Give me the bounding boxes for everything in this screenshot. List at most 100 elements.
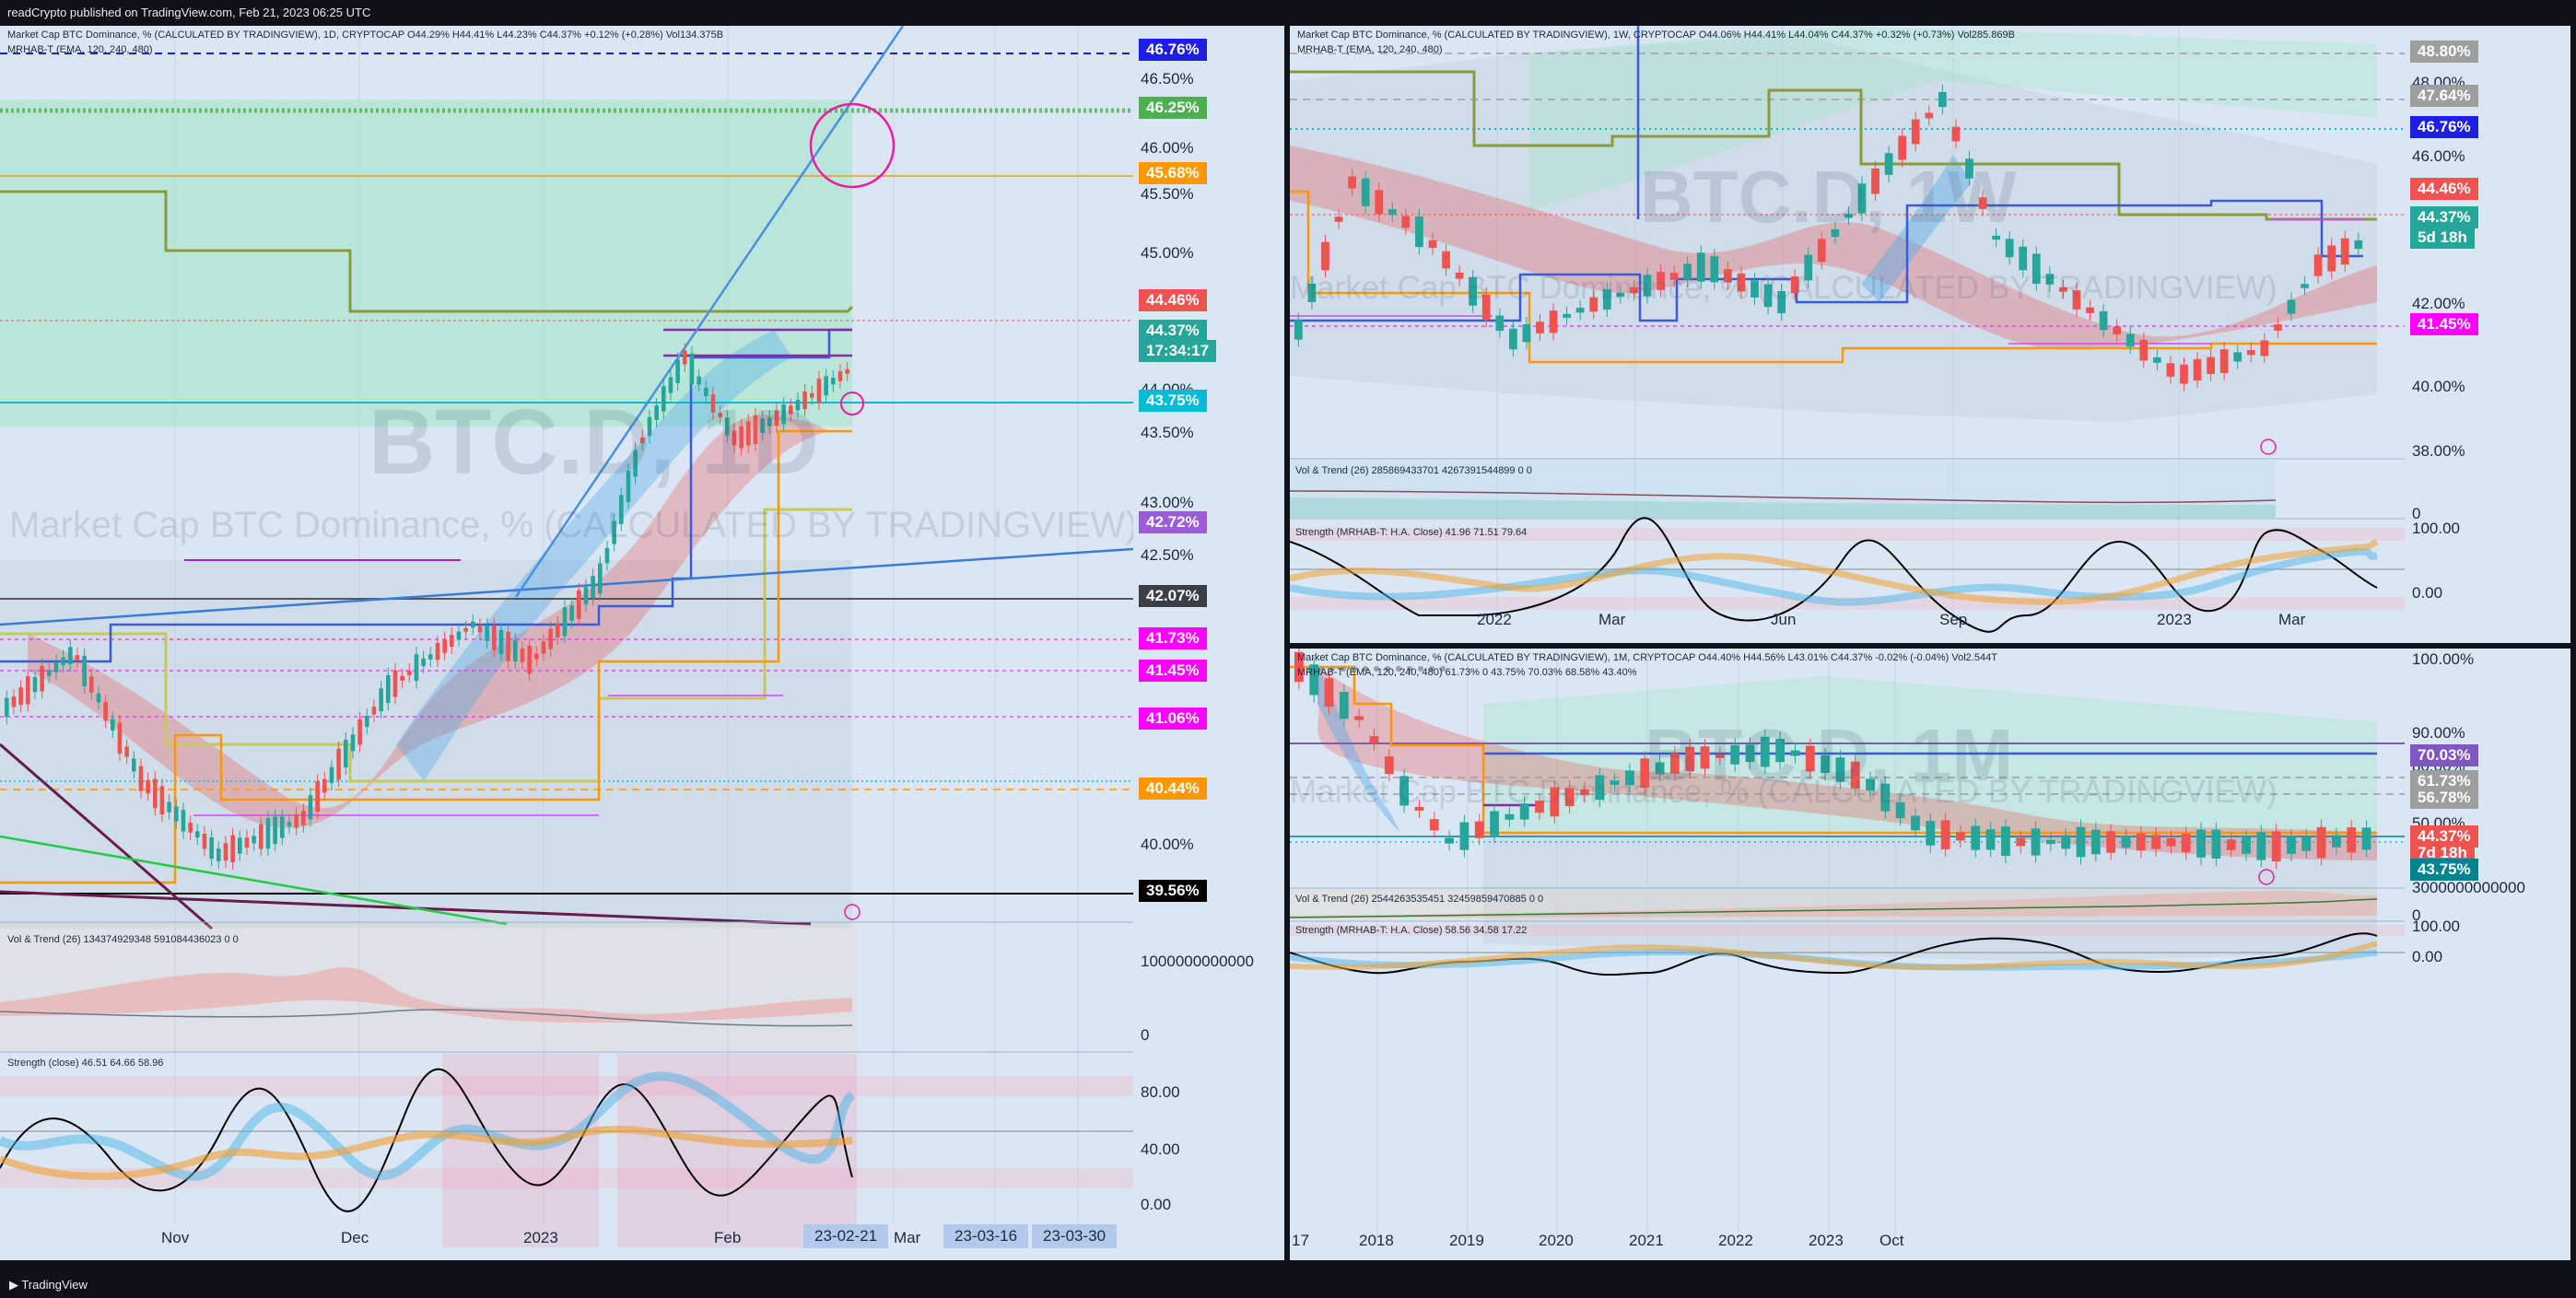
weekly-candles <box>1294 84 2363 392</box>
weekly-watermark: BTC.D, 1W <box>1640 156 2017 238</box>
price-tag: 45.68% <box>1139 162 1207 184</box>
price-tag: 46.76% <box>1139 39 1207 61</box>
monthly-strength-pane <box>1290 925 2405 976</box>
daily-strength-tick: 40.00 <box>1141 1140 1180 1158</box>
monthly-x-label: 2019 <box>1449 1232 1484 1249</box>
monthly-x-label: 2022 <box>1718 1232 1753 1249</box>
weekly-volume-pane <box>1290 461 2277 518</box>
monthly-x-label: 2020 <box>1539 1232 1574 1249</box>
weekly-volume-legend: Vol & Trend (26) 285869433701 4267391544… <box>1295 465 1532 476</box>
price-tick: 46.50% <box>1141 70 1194 88</box>
weekly-x-label: Jun <box>1771 611 1797 628</box>
daily-x-label: Dec <box>341 1229 369 1246</box>
daily-watermark: BTC.D, 1D <box>369 391 819 494</box>
daily-strength-tick: 0.00 <box>1141 1196 1172 1213</box>
monthly-chart-canvas[interactable] <box>1290 649 2570 1260</box>
weekly-watermark-sub: Market Cap BTC Dominance, % (CALCULATED … <box>1290 270 2277 306</box>
monthly-vol-tick: 3000000000000 <box>2412 879 2525 896</box>
weekly-strength-tick: 0.00 <box>2412 584 2443 602</box>
price-tag: 5d 18h <box>2410 227 2475 249</box>
weekly-x-label: Mar <box>1598 611 1626 628</box>
weekly-x-label: Sep <box>1939 611 1968 628</box>
price-tag: 41.45% <box>1139 660 1207 682</box>
weekly-x-label: Mar <box>2278 611 2306 628</box>
daily-candles <box>5 343 849 870</box>
price-tick: 38.00% <box>2412 442 2465 460</box>
price-tag: 44.46% <box>1139 289 1207 311</box>
daily-chart-canvas[interactable] <box>0 26 1284 1260</box>
price-tag: 47.64% <box>2410 85 2478 107</box>
monthly-price-axis[interactable]: 100.00%90.00%80.00%60.00%50.00%30.00% 70… <box>2405 649 2570 1260</box>
weekly-x-label: 2022 <box>1477 611 1512 628</box>
monthly-strength-tick: 0.00 <box>2412 948 2443 965</box>
daily-strength-tick: 80.00 <box>1141 1083 1180 1101</box>
monthly-watermark-sub: Market Cap BTC Dominance, % (CALCULATED … <box>1290 774 2277 810</box>
daily-legend-main: Market Cap BTC Dominance, % (CALCULATED … <box>7 29 724 41</box>
price-tick: 45.50% <box>1141 185 1194 203</box>
price-tag: 43.75% <box>1139 390 1207 412</box>
daily-date-marker: 23-03-30 <box>1032 1224 1118 1248</box>
weekly-legend-indicator: MRHAB-T (EMA, 120, 240, 480) <box>1297 44 1443 55</box>
daily-x-label: 2023 <box>523 1229 558 1246</box>
monthly-x-label: 2018 <box>1359 1232 1394 1249</box>
price-tag: 70.03% <box>2410 744 2478 766</box>
weekly-legend-main: Market Cap BTC Dominance, % (CALCULATED … <box>1297 29 2015 41</box>
price-tick: 45.00% <box>1141 244 1194 262</box>
price-tag: 41.06% <box>1139 707 1207 730</box>
weekly-strength-legend: Strength (MRHAB-T: H.A. Close) 41.96 71.… <box>1295 527 1528 538</box>
price-tag: 44.37% <box>1139 320 1207 342</box>
monthly-legend-indicator: MRHAB-T (EMA, 120, 240, 480) 61.73% 0 43… <box>1297 667 1637 678</box>
weekly-strength-pane <box>1290 517 2405 633</box>
daily-price-axis[interactable]: 46.50%46.00%45.50%45.00%44.00%43.50%43.0… <box>1133 26 1284 1260</box>
daily-cursor-date: 23-02-21 <box>803 1224 889 1248</box>
footer-brand: TradingView <box>21 1278 88 1292</box>
price-tick: 90.00% <box>2412 724 2465 742</box>
monthly-strength-tick: 100.00 <box>2412 918 2460 935</box>
daily-strength-legend: Strength (close) 46.51 64.66 58.96 <box>7 1058 164 1069</box>
daily-vol-tick: 1000000000000 <box>1141 953 1254 970</box>
price-tick: 46.00% <box>1141 139 1194 157</box>
price-tick: 40.00% <box>2412 378 2465 395</box>
daily-vol-tick: 0 <box>1141 1026 1150 1044</box>
weekly-strength-tick: 100.00 <box>2412 520 2460 537</box>
price-tick: 40.00% <box>1141 836 1194 853</box>
weekly-x-label: 2023 <box>2157 611 2192 628</box>
publish-title: readCrypto published on TradingView.com,… <box>7 6 371 19</box>
daily-chart-pane[interactable]: Market Cap BTC Dominance, % (CALCULATED … <box>0 26 1284 1260</box>
highlight-circle-large <box>809 102 896 189</box>
monthly-strength-legend: Strength (MRHAB-T: H.A. Close) 58.56 34.… <box>1295 925 1528 936</box>
price-tick: 43.00% <box>1141 494 1194 511</box>
price-tag: 17:34:17 <box>1139 340 1217 362</box>
monthly-x-label: Oct <box>1879 1232 1904 1249</box>
tradingview-footer: ▶ TradingView <box>0 1271 2576 1298</box>
monthly-volume-legend: Vol & Trend (26) 2544263535451 324598594… <box>1295 894 1544 905</box>
monthly-vol-tick: 0 <box>2412 906 2421 924</box>
price-tick: 43.50% <box>1141 424 1194 441</box>
publish-header: readCrypto published on TradingView.com,… <box>0 0 2576 26</box>
monthly-candles <box>1294 649 2371 870</box>
daily-volume-legend: Vol & Trend (26) 134374929348 5910844360… <box>7 934 239 945</box>
monthly-chart-pane[interactable]: Market Cap BTC Dominance, % (CALCULATED … <box>1290 649 2570 1260</box>
price-tick: 100.00% <box>2412 650 2475 668</box>
weekly-chart-canvas[interactable] <box>1290 26 2570 643</box>
daily-strength-pane <box>0 1054 1133 1247</box>
price-tag: 44.46% <box>2410 178 2478 200</box>
pane-divider[interactable] <box>1284 26 1290 1260</box>
price-tag: 41.45% <box>2410 313 2478 335</box>
daily-date-marker: 23-03-16 <box>943 1224 1029 1248</box>
price-tick: 42.00% <box>2412 295 2465 312</box>
monthly-x-label: 2023 <box>1809 1232 1844 1249</box>
monthly-watermark: BTC.D, 1M <box>1645 714 2013 796</box>
monthly-x-label: 17 <box>1292 1232 1309 1249</box>
price-tag: 56.78% <box>2410 787 2478 809</box>
weekly-chart-pane[interactable]: Market Cap BTC Dominance, % (CALCULATED … <box>1290 26 2570 643</box>
price-tag: 43.75% <box>2410 859 2478 881</box>
daily-x-label: Mar <box>894 1229 921 1246</box>
price-tag: 46.76% <box>2410 116 2478 138</box>
weekly-price-axis[interactable]: 48.00% 46.00% 42.00% 40.00% 38.00% 48.80% 47.… <box>2405 26 2570 643</box>
highlight-circle-small <box>840 392 864 415</box>
monthly-x-label: 2021 <box>1629 1232 1664 1249</box>
price-tag: 46.25% <box>1139 97 1207 119</box>
pane-divider[interactable] <box>1290 643 2570 649</box>
daily-watermark-sub: Market Cap BTC Dominance, % (CALCULATED … <box>9 505 1138 545</box>
